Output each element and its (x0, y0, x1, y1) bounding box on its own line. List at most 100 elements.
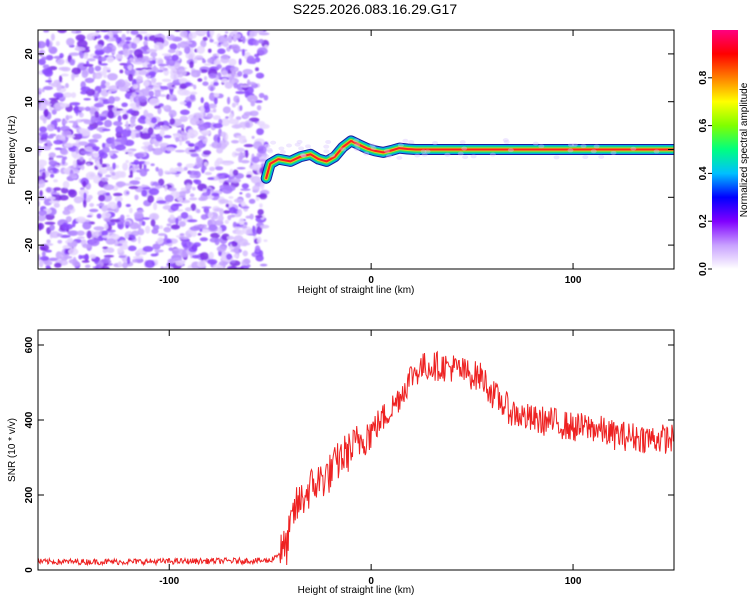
noise-speck (102, 128, 111, 132)
noise-speck (83, 192, 87, 200)
noise-speck (154, 89, 161, 98)
noise-speck (87, 125, 95, 131)
noise-speck (60, 187, 69, 194)
noise-speck (133, 159, 140, 166)
noise-speck (163, 226, 172, 233)
noise-speck (249, 30, 254, 36)
noise-speck (84, 264, 91, 269)
noise-speck (68, 173, 78, 178)
colorbar-tick-label: 0.8 (698, 70, 709, 84)
noise-speck (171, 54, 179, 62)
noise-speck (257, 145, 267, 154)
noise-speck (83, 97, 91, 101)
noise-speck (72, 121, 77, 129)
noise-speck (178, 220, 186, 227)
noise-speck (177, 197, 183, 202)
noise-speck (235, 147, 245, 153)
noise-speck (126, 256, 131, 265)
colorbar-tick-label: 0.0 (698, 262, 709, 276)
ridge-halo (279, 150, 286, 155)
noise-speck (258, 92, 265, 99)
noise-speck (138, 95, 148, 103)
noise-speck (171, 248, 181, 256)
noise-speck (60, 125, 71, 132)
snr-line (38, 350, 674, 567)
noise-speck (115, 53, 123, 61)
noise-speck (126, 214, 130, 218)
ridge-halo (444, 152, 451, 157)
noise-speck (45, 103, 52, 106)
noise-speck (189, 117, 200, 126)
ridge-halo (459, 140, 466, 145)
noise-speck (235, 229, 245, 236)
noise-speck (82, 151, 91, 155)
noise-speck (83, 199, 87, 208)
noise-speck (203, 63, 212, 66)
noise-speck (122, 48, 130, 57)
ridge-halo (323, 144, 330, 149)
noise-speck (186, 219, 198, 223)
noise-speck (221, 78, 229, 84)
noise-speck (263, 239, 268, 242)
noise-speck (177, 162, 182, 167)
noise-speck (167, 216, 177, 224)
noise-speck (137, 224, 142, 230)
noise-speck (49, 173, 55, 178)
noise-speck (218, 118, 223, 125)
noise-speck (121, 128, 132, 137)
noise-speck (101, 142, 106, 149)
colorbar-bar (712, 30, 738, 269)
noise-speck (246, 55, 255, 64)
noise-speck (95, 160, 100, 167)
noise-speck (94, 97, 99, 102)
noise-speck (258, 38, 264, 44)
noise-speck (215, 166, 224, 171)
noise-speck (180, 109, 190, 115)
noise-speck (59, 103, 70, 108)
noise-speck (190, 230, 197, 238)
noise-speck (179, 137, 183, 146)
noise-speck (44, 221, 56, 225)
noise-speck (44, 109, 48, 118)
noise-speck (200, 229, 210, 233)
noise-speck (67, 230, 79, 236)
noise-speck (89, 208, 99, 213)
ridge-halo (266, 147, 273, 152)
noise-speck (240, 159, 250, 164)
noise-speck (187, 129, 199, 138)
noise-speck (100, 177, 109, 182)
noise-speck (38, 210, 48, 216)
noise-speck (170, 224, 181, 230)
noise-speck (73, 105, 79, 114)
noise-speck (241, 183, 249, 189)
noise-speck (38, 102, 47, 111)
noise-speck (203, 161, 209, 167)
noise-speck (84, 106, 91, 112)
ridge-halo (263, 154, 270, 159)
noise-speck (140, 146, 147, 150)
noise-speck (110, 30, 120, 34)
noise-speck (110, 142, 116, 150)
noise-speck (259, 263, 268, 267)
noise-speck (41, 171, 46, 181)
noise-speck (141, 220, 146, 226)
noise-speck (145, 225, 151, 234)
noise-speck (111, 154, 118, 159)
noise-speck (224, 219, 229, 224)
noise-speck (243, 241, 248, 247)
noise-speck (209, 38, 214, 43)
noise-speck (208, 103, 218, 109)
snr-y-tick-label: 600 (24, 336, 35, 353)
noise-speck (45, 38, 50, 48)
noise-speck (80, 119, 91, 122)
noise-speck (163, 135, 172, 139)
noise-speck (69, 102, 81, 106)
noise-speck (233, 30, 238, 35)
noise-speck (228, 196, 234, 199)
ridge-halo (421, 152, 428, 157)
noise-speck (46, 135, 54, 139)
noise-speck (239, 192, 243, 195)
noise-speck (207, 58, 213, 64)
noise-speck (84, 77, 95, 84)
